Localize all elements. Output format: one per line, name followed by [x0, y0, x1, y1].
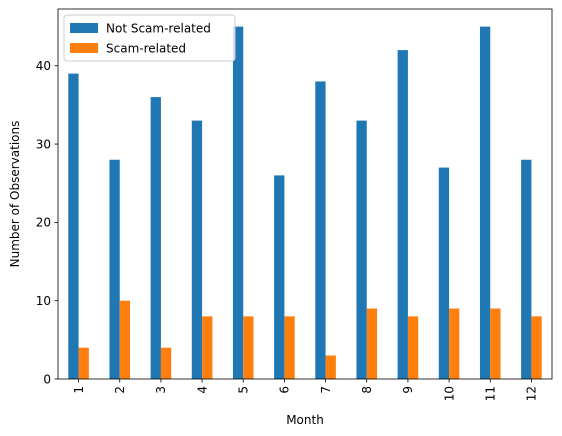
- bar-scam-8: [366, 308, 378, 379]
- legend-label: Scam-related: [106, 42, 186, 56]
- x-tick-label: 5: [237, 386, 251, 394]
- bar-scam-11: [490, 308, 501, 379]
- x-tick-label: 3: [154, 386, 168, 394]
- bar-scam-12: [531, 316, 542, 379]
- bar-not-scam-11: [479, 26, 491, 380]
- x-tick-label: 6: [278, 386, 292, 394]
- bar-not-scam-8: [356, 120, 367, 379]
- y-tick-label: 10: [36, 294, 51, 308]
- bar-not-scam-1: [68, 73, 79, 379]
- y-tick-label: 0: [43, 372, 51, 386]
- bar-scam-3: [160, 347, 172, 379]
- bar-scam-1: [78, 347, 89, 379]
- x-axis: 1 2 3 4 5 6 7 8 9 10 11 12: [72, 379, 539, 401]
- bar-not-scam-5: [232, 26, 244, 380]
- y-tick-label: 40: [36, 59, 51, 73]
- x-tick-label: 4: [195, 386, 209, 394]
- bar-not-scam-4: [191, 120, 203, 379]
- bar-scam-7: [325, 355, 336, 379]
- x-tick-label: 10: [442, 386, 456, 401]
- x-tick-label: 11: [484, 386, 498, 401]
- bar-scam-5: [243, 316, 254, 379]
- y-tick-label: 20: [36, 216, 51, 230]
- bar-not-scam-7: [315, 81, 326, 380]
- bar-scam-9: [407, 316, 419, 379]
- x-tick-label: 7: [319, 386, 333, 394]
- bar-not-scam-10: [438, 167, 450, 379]
- y-axis-label: Number of Observations: [8, 121, 22, 268]
- plot-frame: [57, 8, 553, 380]
- y-tick-label: 30: [36, 137, 51, 151]
- legend-box: [63, 14, 236, 62]
- x-axis-label: Month: [286, 413, 324, 427]
- bar-not-scam-6: [274, 175, 285, 379]
- bar-scam-2: [119, 300, 131, 379]
- x-tick-label: 1: [72, 386, 86, 394]
- x-tick-label: 9: [401, 386, 415, 394]
- bar-scam-6: [284, 316, 295, 379]
- legend-label: Not Scam-related: [106, 22, 211, 36]
- bar-scam-10: [449, 308, 460, 379]
- legend-swatch: [70, 23, 98, 33]
- bar-not-scam-2: [109, 159, 120, 379]
- legend: Not Scam-related Scam-related: [63, 14, 236, 62]
- x-tick-label: 8: [360, 386, 374, 394]
- x-tick-label: 12: [525, 386, 539, 401]
- bar-scam-4: [202, 316, 213, 379]
- bar-not-scam-9: [397, 50, 408, 380]
- bar-group: [68, 26, 542, 380]
- bar-not-scam-12: [521, 159, 532, 379]
- legend-swatch: [70, 43, 98, 53]
- bar-not-scam-3: [150, 97, 161, 379]
- x-tick-label: 2: [113, 386, 127, 394]
- y-axis: 0 10 20 30 40: [36, 59, 58, 386]
